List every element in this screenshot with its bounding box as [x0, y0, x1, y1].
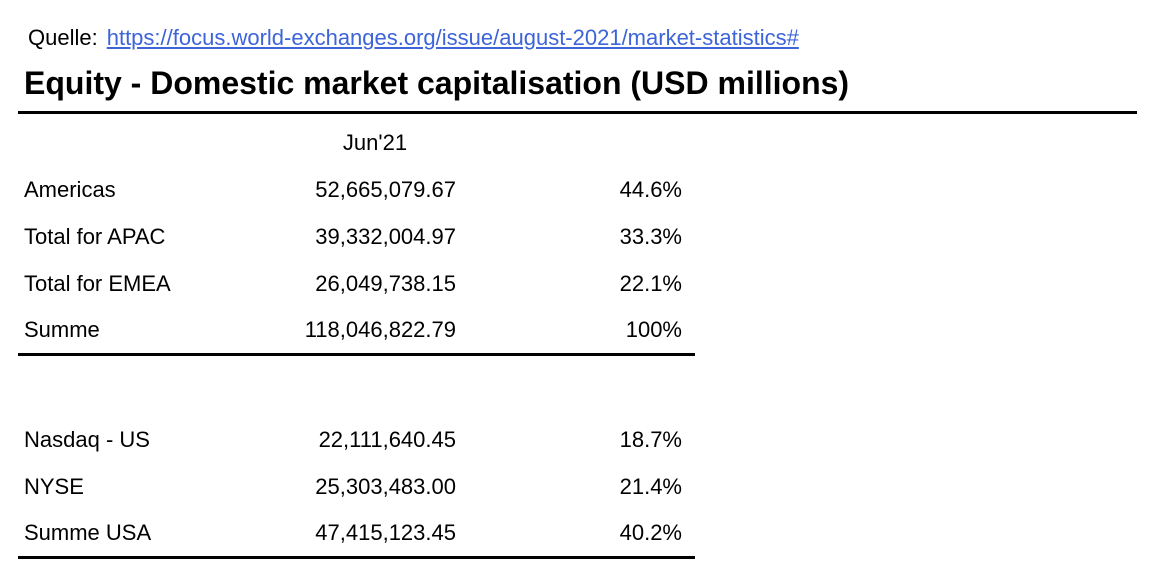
row-label: Summe: [18, 307, 254, 356]
row-share: 40.2%: [457, 510, 695, 559]
page-title: Equity - Domestic market capitalisation …: [24, 65, 850, 101]
row-share: 100%: [457, 307, 695, 356]
table-total-row: Summe USA 47,415,123.45 40.2%: [18, 510, 695, 559]
period-header: Jun'21: [342, 130, 408, 155]
row-share: 22.1%: [619, 270, 682, 296]
table-row: Total for EMEA 26,049,738.15 22.1%: [18, 260, 695, 307]
row-value: 47,415,123.45: [254, 510, 457, 559]
row-value: 52,665,079.67: [315, 176, 456, 202]
table-header: Jun'21: [18, 120, 695, 166]
table-row: Nasdaq - US 22,111,640.45 18.7%: [18, 416, 695, 463]
row-label: Americas: [24, 176, 116, 202]
table-row: NYSE 25,303,483.00 21.4%: [18, 463, 695, 510]
table-row: Americas 52,665,079.67 44.6%: [18, 166, 695, 213]
header-share-cell: [457, 120, 695, 166]
row-value: 118,046,822.79: [254, 307, 457, 356]
spacer-row: [18, 354, 695, 416]
regions-section: Americas 52,665,079.67 44.6% Total for A…: [18, 166, 695, 356]
row-share: 21.4%: [619, 473, 682, 499]
row-label: NYSE: [24, 473, 84, 499]
source-link[interactable]: https://focus.world-exchanges.org/issue/…: [106, 25, 799, 50]
market-cap-table: Jun'21 Americas 52,665,079.67 44.6% Tota…: [18, 120, 695, 559]
row-label: Summe USA: [18, 510, 254, 559]
header-row: Jun'21: [18, 120, 695, 166]
row-value: 39,332,004.97: [315, 223, 456, 249]
section-spacer: [18, 354, 695, 416]
title-rule: [18, 111, 1137, 114]
row-value: 22,111,640.45: [318, 426, 456, 452]
table-row: Total for APAC 39,332,004.97 33.3%: [18, 213, 695, 260]
row-share: 18.7%: [619, 426, 682, 452]
row-label: Nasdaq - US: [24, 426, 150, 452]
row-value: 25,303,483.00: [315, 473, 456, 499]
row-share: 44.6%: [619, 176, 682, 202]
header-label-cell: [18, 120, 254, 166]
table-total-row: Summe 118,046,822.79 100%: [18, 307, 695, 356]
row-label: Total for EMEA: [24, 270, 171, 296]
row-share: 33.3%: [619, 223, 682, 249]
row-value: 26,049,738.15: [315, 270, 456, 296]
usa-section: Nasdaq - US 22,111,640.45 18.7% NYSE 25,…: [18, 416, 695, 559]
source-line: Quelle: https://focus.world-exchanges.org…: [28, 24, 1172, 52]
row-label: Total for APAC: [24, 223, 166, 249]
source-label: Quelle:: [28, 25, 98, 50]
